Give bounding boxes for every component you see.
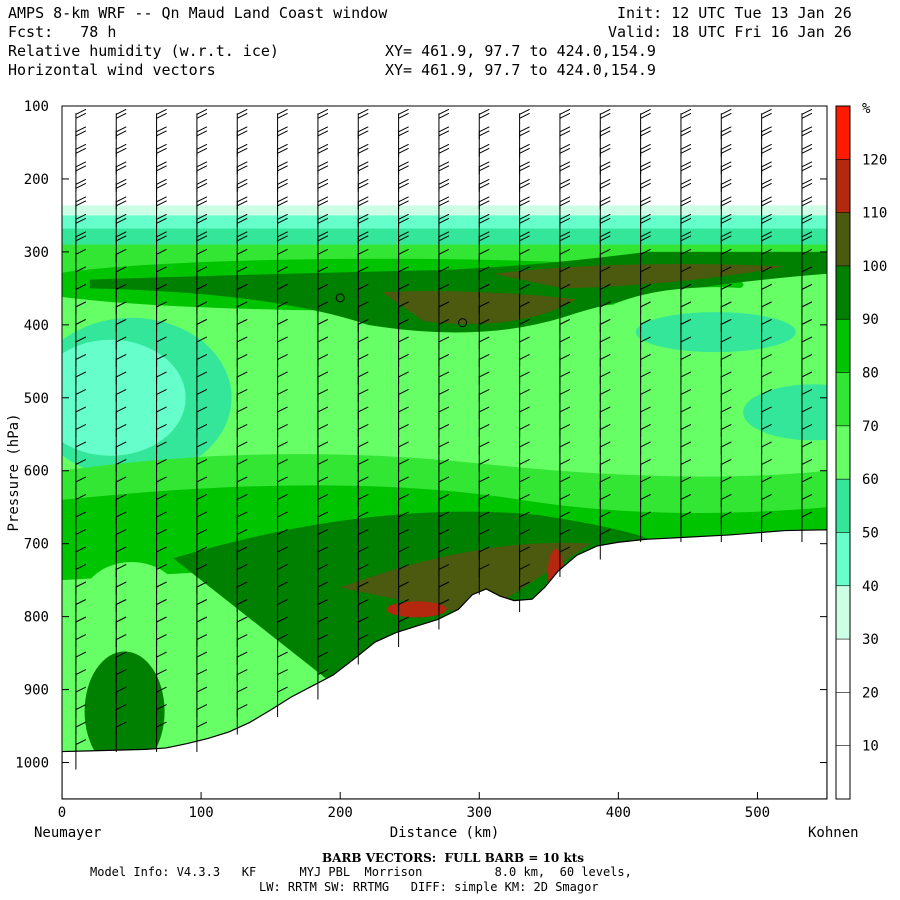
colorbar-segment (836, 639, 850, 693)
chart-title: AMPS 8-km WRF -- Qn Maud Land Coast wind… (8, 4, 388, 22)
x-tick-label: 300 (467, 805, 492, 821)
rh-dry-west-50 (62, 339, 186, 456)
rh-dry-east-low (743, 384, 827, 441)
colorbar-label: 110 (862, 206, 887, 222)
rh-field (62, 106, 827, 799)
y-tick-label: 100 (24, 99, 49, 115)
plot-frame (61, 105, 828, 800)
terrain-surface (62, 529, 827, 799)
calm-wind-marker (458, 318, 468, 328)
y-tick-label: 900 (24, 683, 49, 699)
x-end-label: Kohnen (808, 825, 859, 841)
physics-info: LW: RRTM SW: RRTMG DIFF: simple KM: 2D S… (259, 880, 599, 894)
colorbar-segment (836, 532, 850, 586)
colorbar-segment (836, 265, 850, 320)
y-tick-label: 800 (24, 610, 49, 626)
colorbar-label: 90 (862, 312, 879, 328)
wind-barb (115, 721, 127, 753)
wind-barb (720, 511, 732, 542)
model-info: Model Info: V4.3.3 KF MYJ PBL Morrison 8… (90, 865, 632, 879)
colorbar-segment (836, 106, 850, 160)
colorbar-label: 40 (862, 579, 879, 595)
rh-band-100-110-west (84, 651, 165, 772)
wind-barb (478, 564, 490, 595)
colorbar-label: 70 (862, 419, 879, 435)
colorbar-segment (836, 692, 850, 746)
y-tick-label: 700 (24, 537, 49, 553)
colorbar-segment (836, 745, 850, 799)
xy-range-1: XY= 461.9, 97.7 to 424.0,154.9 (385, 42, 656, 60)
barb-legend: BARB VECTORS: FULL BARB = 10 kts (322, 851, 585, 865)
colorbar-segment (836, 319, 850, 373)
colorbar-segment (836, 425, 850, 480)
wind-barb (761, 511, 772, 542)
rh-band-below-30 (62, 106, 827, 206)
xy-range-2: XY= 461.9, 97.7 to 424.0,154.9 (385, 61, 656, 79)
wind-barb (640, 511, 651, 542)
y-tick-label: 500 (24, 391, 49, 407)
rh-band-110-120-low (340, 542, 591, 617)
colorbar-label: 10 (862, 739, 879, 755)
wind-barb (599, 529, 611, 560)
wind-barb (519, 581, 530, 612)
rh-band-70-80-west (81, 562, 182, 643)
wind-barb (398, 616, 409, 648)
rh-dry-east-60 (635, 312, 796, 353)
x-tick-label: 500 (745, 805, 770, 821)
wind-barb (801, 511, 813, 542)
colorbar-label: 50 (862, 525, 879, 541)
x-tick-label: 200 (328, 805, 353, 821)
y-tick-label: 400 (24, 318, 49, 334)
wind-barbs (75, 108, 813, 770)
x-start-label: Neumayer (34, 825, 101, 841)
wind-barb (680, 511, 692, 542)
rh-band-40-50 (62, 215, 827, 231)
colorbar-label: 100 (862, 259, 887, 275)
wind-barb (559, 546, 571, 577)
rh-max-surface-west (386, 601, 447, 618)
forecast-hour: Fcst: 78 h (8, 23, 117, 41)
wind-barb (357, 634, 369, 665)
wind-barb (156, 721, 167, 753)
colorbar-label: 30 (862, 632, 879, 648)
y-tick-label: 600 (24, 464, 49, 480)
wind-barb (438, 599, 450, 630)
colorbar-segment (836, 159, 850, 213)
colorbar-label: 120 (862, 152, 887, 168)
y-tick-label: 1000 (15, 756, 49, 772)
colorbar-frame (835, 105, 851, 800)
colorbar-unit: % (862, 101, 871, 117)
init-time: Init: 12 UTC Tue 13 Jan 26 (617, 4, 852, 22)
wind-barb (196, 721, 208, 753)
rh-band-50-60 (62, 228, 827, 245)
field-name-rh: Relative humidity (w.r.t. ice) (8, 42, 279, 60)
colorbar-label: 20 (862, 685, 879, 701)
y-axis-label: Pressure (hPa) (6, 413, 22, 531)
wind-barb (236, 704, 248, 735)
wind-barb (277, 686, 288, 718)
field-name-wind: Horizontal wind vectors (8, 61, 216, 79)
wind-barb (317, 669, 329, 700)
wind-barb (75, 739, 87, 770)
colorbar-segment (836, 479, 850, 533)
x-tick-label: 0 (58, 805, 66, 821)
colorbar-segment (836, 585, 850, 640)
colorbar-segment (836, 372, 850, 426)
colorbar-label: 60 (862, 472, 879, 488)
y-tick-label: 200 (24, 172, 49, 188)
colorbar-segment (836, 212, 850, 266)
rh-band-110-120-east (493, 264, 786, 289)
calm-wind-marker (335, 293, 345, 303)
x-tick-label: 100 (188, 805, 213, 821)
y-tick-label: 300 (24, 245, 49, 261)
valid-time: Valid: 18 UTC Fri 16 Jan 26 (608, 23, 852, 41)
colorbar-label: 80 (862, 366, 879, 382)
x-tick-label: 400 (606, 805, 631, 821)
x-axis-label: Distance (km) (390, 825, 500, 841)
